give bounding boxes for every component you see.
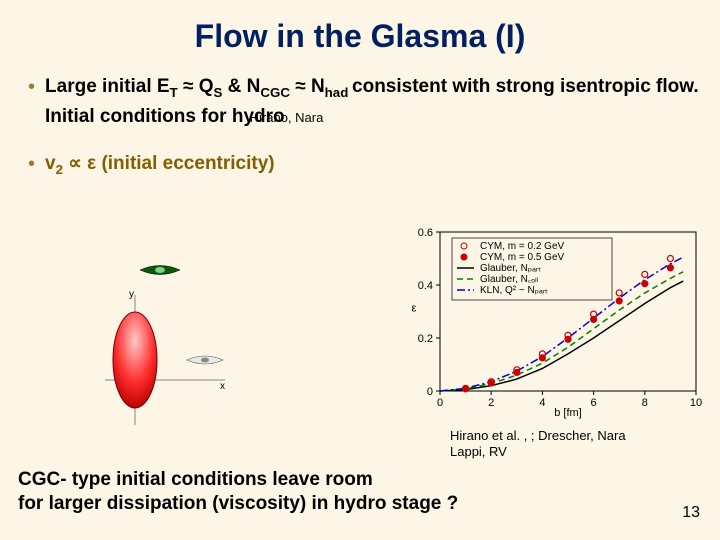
conclusion-text: CGC- type initial conditions leave room … [18, 468, 458, 516]
bullet-2-text: v2 ∝ ε (initial eccentricity) [45, 152, 275, 182]
eccentricity-chart: 0 2 4 6 8 10 0 0.2 0.4 0.6 b [fm] ε CYM, m = 0.2 GeV… [402, 224, 704, 419]
bullet-1-ref: Hirano, Nara [250, 110, 324, 125]
bullet-1: • Large initial ET ≈ QS & NCGC ≈ Nhad co… [28, 75, 700, 130]
svg-text:0.2: 0.2 [418, 333, 433, 345]
svg-text:ε: ε [412, 303, 417, 315]
svg-text:Glauber, N꜀ₒₗₗ: Glauber, N꜀ₒₗₗ [480, 274, 539, 285]
svg-text:0.6: 0.6 [418, 227, 433, 239]
bullet-2: • v2 ∝ ε (initial eccentricity) [28, 152, 700, 182]
bullet-list: • Large initial ET ≈ QS & NCGC ≈ Nhad co… [0, 75, 720, 182]
chart-references: Hirano et al. , ; Drescher, Nara Lappi, … [450, 428, 626, 460]
bullet-dot-icon: • [28, 152, 35, 182]
svg-text:b [fm]: b [fm] [554, 407, 582, 419]
svg-text:CYM, m = 0.5 GeV: CYM, m = 0.5 GeV [480, 252, 565, 263]
svg-text:x: x [220, 381, 225, 392]
svg-text:0.4: 0.4 [418, 280, 433, 292]
svg-text:Glauber, Nₚₐᵣₜ: Glauber, Nₚₐᵣₜ [480, 263, 541, 274]
bullet-dot-icon: • [28, 75, 35, 130]
svg-text:y: y [129, 289, 134, 300]
svg-text:8: 8 [642, 397, 648, 409]
eccentricity-diagram: y x [75, 255, 245, 435]
svg-text:2: 2 [488, 397, 494, 409]
svg-text:4: 4 [539, 397, 545, 409]
svg-text:CYM, m = 0.2 GeV: CYM, m = 0.2 GeV [480, 241, 565, 252]
slide-title: Flow in the Glasma (I) [0, 0, 720, 75]
svg-text:0: 0 [437, 397, 443, 409]
svg-text:0: 0 [427, 386, 433, 398]
page-number: 13 [682, 504, 700, 522]
svg-text:KLN, Q² ~ Nₚₐᵣₜ: KLN, Q² ~ Nₚₐᵣₜ [480, 285, 548, 296]
svg-text:10: 10 [690, 397, 702, 409]
bullet-1-text: Large initial ET ≈ QS & NCGC ≈ Nhad cons… [45, 75, 700, 130]
svg-text:6: 6 [591, 397, 597, 409]
